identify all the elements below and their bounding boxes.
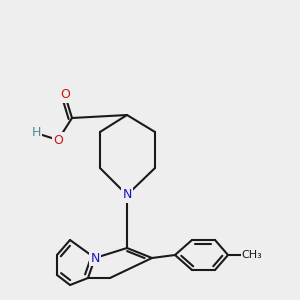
Text: CH₃: CH₃ (242, 250, 262, 260)
Text: H: H (31, 127, 41, 140)
Text: O: O (53, 134, 63, 146)
Text: N: N (90, 251, 100, 265)
Text: O: O (60, 88, 70, 101)
Text: N: N (122, 188, 132, 202)
